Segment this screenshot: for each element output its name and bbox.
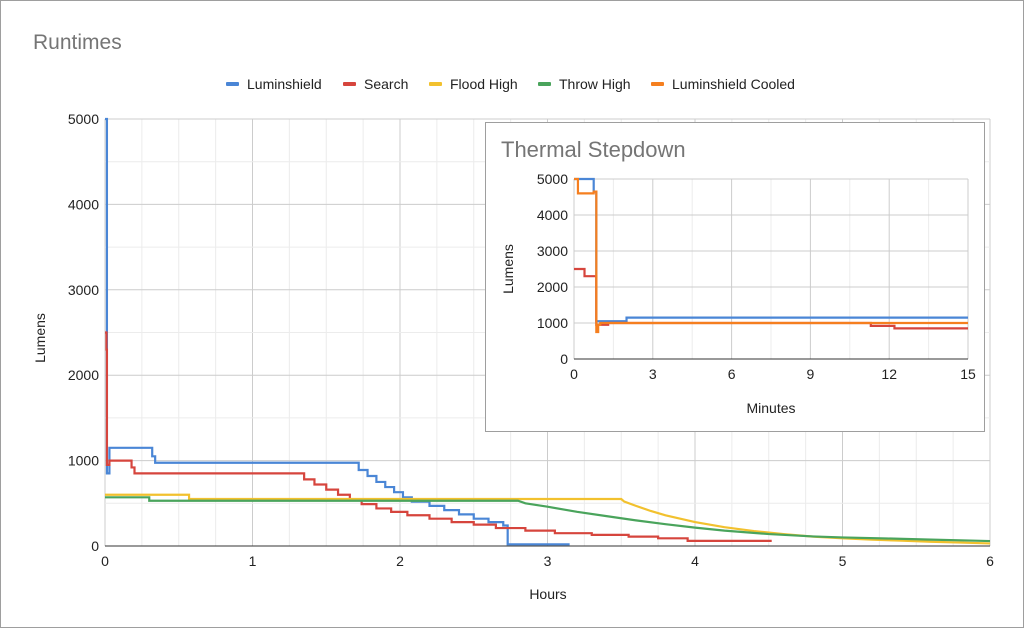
- main-x-tick-label: 0: [101, 553, 109, 569]
- legend-label-search: Search: [364, 76, 409, 92]
- y-axis-label: Lumens: [32, 313, 48, 363]
- inset-chart-title: Thermal Stepdown: [501, 137, 686, 162]
- inset-y-tick-label: 4000: [537, 207, 568, 223]
- main-y-tick-label: 3000: [68, 282, 99, 298]
- legend: Luminshield Search Flood High Throw High…: [0, 74, 1024, 94]
- main-y-tick-label: 4000: [68, 196, 99, 212]
- inset-y-axis-label: Lumens: [500, 244, 516, 294]
- inset-x-tick-label: 12: [881, 366, 897, 382]
- legend-item-flood-high[interactable]: Flood High: [429, 74, 518, 94]
- legend-label-throw-high: Throw High: [559, 76, 631, 92]
- inset-x-tick-label: 6: [728, 366, 736, 382]
- inset-series-luminshield-cooled[interactable]: [574, 177, 968, 334]
- chart-title: Runtimes: [33, 31, 122, 54]
- legend-item-luminshield-cooled[interactable]: Luminshield Cooled: [651, 74, 795, 94]
- legend-item-throw-high[interactable]: Throw High: [538, 74, 631, 94]
- legend-item-luminshield[interactable]: Luminshield: [226, 74, 322, 94]
- main-y-tick-label: 5000: [68, 111, 99, 127]
- inset-chart-panel: [485, 122, 985, 432]
- x-axis-label: Hours: [529, 586, 566, 602]
- main-series-search[interactable]: [105, 331, 772, 542]
- inset-y-tick-label: 0: [560, 351, 568, 367]
- main-y-tick-label: 1000: [68, 453, 99, 469]
- legend-label-luminshield: Luminshield: [247, 76, 322, 92]
- legend-swatch-search: [343, 82, 356, 86]
- legend-swatch-throw-high: [538, 82, 551, 86]
- main-x-tick-label: 6: [986, 553, 994, 569]
- inset-y-tick-label: 1000: [537, 315, 568, 331]
- legend-swatch-luminshield: [226, 82, 239, 86]
- legend-swatch-flood-high: [429, 82, 442, 86]
- inset-y-tick-label: 2000: [537, 279, 568, 295]
- inset-x-tick-label: 15: [960, 366, 976, 382]
- main-x-tick-label: 5: [839, 553, 847, 569]
- inset-y-tick-label: 3000: [537, 243, 568, 259]
- main-x-tick-label: 3: [544, 553, 552, 569]
- legend-label-luminshield-cooled: Luminshield Cooled: [672, 76, 795, 92]
- main-series-flood-high[interactable]: [105, 493, 991, 545]
- main-x-tick-label: 4: [691, 553, 699, 569]
- main-y-tick-label: 0: [91, 538, 99, 554]
- legend-item-search[interactable]: Search: [343, 74, 408, 94]
- main-x-tick-label: 1: [249, 553, 257, 569]
- inset-x-tick-label: 9: [807, 366, 815, 382]
- inset-x-tick-label: 0: [570, 366, 578, 382]
- inset-y-tick-label: 5000: [537, 171, 568, 187]
- inset-x-axis-label: Minutes: [746, 400, 795, 416]
- legend-swatch-luminshield-cooled: [651, 82, 664, 86]
- main-series-luminshield[interactable]: [105, 117, 570, 546]
- main-series-throw-high[interactable]: [105, 496, 991, 543]
- main-x-tick-label: 2: [396, 553, 404, 569]
- legend-label-flood-high: Flood High: [450, 76, 518, 92]
- inset-x-tick-label: 3: [649, 366, 657, 382]
- main-y-tick-label: 2000: [68, 367, 99, 383]
